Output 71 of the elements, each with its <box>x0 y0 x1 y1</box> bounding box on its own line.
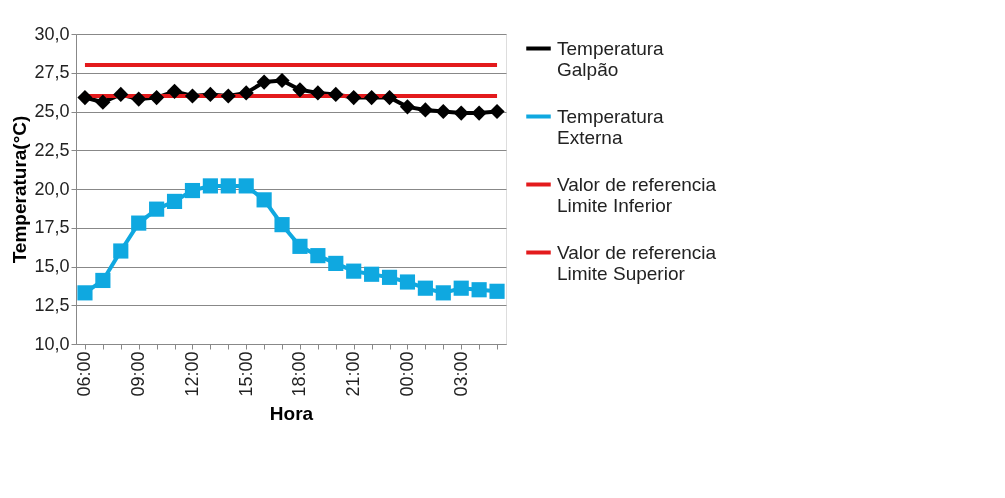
point <box>113 86 129 103</box>
point <box>149 89 165 106</box>
y-tick-label: 12,5 <box>34 294 70 315</box>
point <box>381 89 398 106</box>
legend-label: Valor de referencia Limite Inferior <box>557 173 717 216</box>
point <box>471 282 487 298</box>
point <box>202 86 218 103</box>
point <box>364 89 380 106</box>
point <box>184 182 201 199</box>
point <box>381 269 398 285</box>
point <box>453 105 469 121</box>
y-tick-label: 15,0 <box>34 256 70 276</box>
x-tick-label: 09:00 <box>128 351 149 397</box>
point <box>417 102 433 118</box>
x-tick-label: 03:00 <box>450 351 471 397</box>
point <box>95 94 111 110</box>
y-tick-label: 25,0 <box>34 101 70 121</box>
legend-label: Valor de referencia Limite Superior <box>557 241 717 284</box>
y-tick-label: 27,5 <box>34 62 70 83</box>
point <box>202 178 218 194</box>
point <box>220 88 236 104</box>
point <box>77 285 93 301</box>
x-axis-title: Hora <box>269 402 314 424</box>
point <box>328 255 344 271</box>
point <box>417 280 433 296</box>
y-tick-label: 20,0 <box>34 178 70 199</box>
point <box>399 99 416 115</box>
point <box>220 178 236 194</box>
x-tick-label: 12:00 <box>181 351 202 397</box>
x-tick-label: 06:00 <box>74 351 95 397</box>
point <box>471 105 487 121</box>
legend-label: Temperatura Externa <box>557 105 665 148</box>
point <box>453 280 469 296</box>
point <box>364 266 380 282</box>
x-tick-label: 15:00 <box>235 351 256 397</box>
x-tick-label: 21:00 <box>343 351 364 397</box>
point <box>166 193 183 209</box>
point <box>77 89 93 106</box>
point <box>292 238 308 254</box>
y-axis-title: Temperatura(°C) <box>9 115 31 264</box>
point <box>95 272 111 289</box>
point <box>149 201 165 217</box>
point <box>256 74 272 90</box>
point <box>274 217 290 233</box>
point <box>489 103 505 120</box>
x-tick-label: 00:00 <box>396 351 417 397</box>
point <box>399 274 416 290</box>
y-tick-label: 10,0 <box>34 333 70 354</box>
point <box>310 85 326 101</box>
point <box>238 85 254 101</box>
point <box>131 215 147 231</box>
point <box>310 248 326 264</box>
x-tick-label: 18:00 <box>289 351 310 397</box>
point <box>238 178 254 194</box>
legend-label: Temperatura Galpão <box>557 37 665 80</box>
point <box>113 243 129 259</box>
point <box>346 89 362 106</box>
point <box>435 285 451 301</box>
point <box>166 83 183 99</box>
y-tick-label: 17,5 <box>34 217 70 238</box>
point <box>274 72 290 89</box>
point <box>328 86 344 103</box>
y-tick-label: 30,0 <box>34 23 70 44</box>
point <box>184 88 201 104</box>
y-tick-label: 22,5 <box>34 139 70 160</box>
point <box>346 263 362 279</box>
point <box>292 82 308 98</box>
point <box>435 103 451 120</box>
point <box>131 91 147 107</box>
point <box>256 192 272 208</box>
point <box>489 283 505 299</box>
